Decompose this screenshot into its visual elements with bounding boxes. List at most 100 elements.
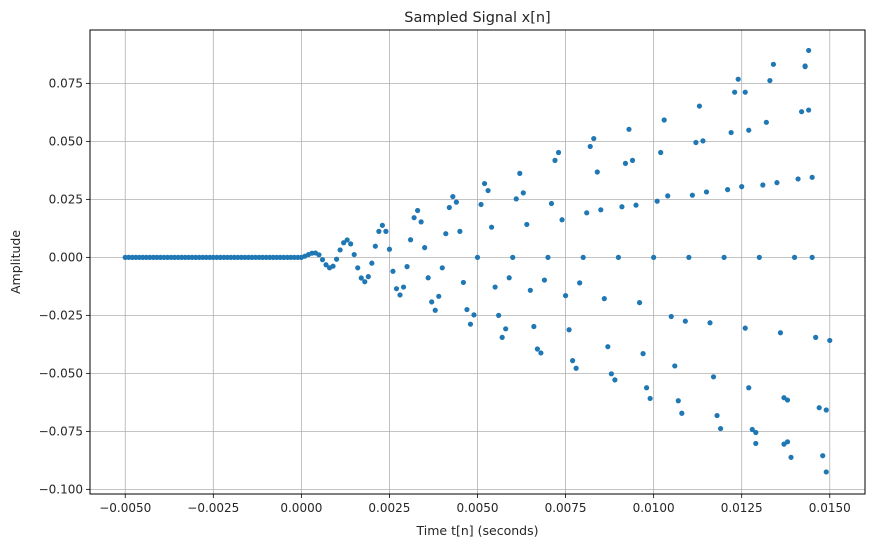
data-point [580, 254, 586, 260]
data-point [753, 429, 759, 436]
data-point [647, 395, 653, 402]
data-point [693, 139, 699, 146]
data-point [739, 184, 745, 190]
data-point [559, 217, 565, 223]
data-point [422, 245, 428, 251]
data-point [432, 307, 438, 313]
data-point [471, 312, 477, 318]
data-point [700, 138, 706, 144]
data-point [481, 180, 488, 187]
data-point [520, 190, 526, 196]
data-point [640, 351, 646, 357]
data-point [636, 300, 643, 306]
x-tick-label: 0.0100 [633, 501, 675, 515]
data-point [827, 337, 833, 344]
data-point [788, 454, 794, 460]
data-point [358, 275, 364, 281]
data-point [577, 280, 583, 286]
data-point [760, 182, 766, 188]
data-point [626, 126, 632, 132]
data-point [809, 254, 815, 260]
data-point [668, 313, 674, 320]
data-point [319, 257, 326, 263]
data-point [464, 306, 470, 313]
x-tick-label: 0.0125 [721, 501, 763, 515]
data-point [601, 296, 607, 302]
data-point [348, 241, 354, 247]
data-point [499, 334, 505, 340]
data-point [365, 274, 371, 280]
data-point [390, 268, 396, 274]
x-tick-label: 0.0025 [368, 501, 410, 515]
data-point [555, 149, 562, 156]
data-point [707, 320, 713, 326]
y-tick-label: −0.050 [39, 366, 83, 380]
data-point [323, 262, 329, 268]
data-point [411, 215, 417, 221]
data-point [809, 174, 815, 180]
x-tick-label: 0.0075 [545, 501, 587, 515]
data-point [443, 231, 449, 237]
data-point [341, 240, 347, 246]
data-point [806, 107, 812, 113]
y-tick-label: 0.075 [49, 76, 83, 90]
data-point [355, 265, 361, 271]
data-point [728, 129, 734, 136]
data-point [643, 385, 650, 391]
data-point [503, 326, 509, 332]
y-tick-label: 0.000 [49, 250, 83, 264]
x-tick-label: 0.0000 [280, 501, 322, 515]
data-point [562, 293, 569, 299]
data-point [330, 263, 336, 269]
data-point [584, 210, 590, 216]
data-point [379, 222, 385, 228]
data-point [767, 77, 773, 84]
data-point [439, 265, 445, 271]
data-point [813, 334, 819, 340]
data-point [538, 350, 544, 356]
data-point [316, 252, 322, 258]
data-point [756, 254, 762, 260]
data-point [351, 251, 357, 258]
data-point [816, 405, 822, 411]
data-point [446, 204, 452, 211]
data-point [425, 275, 431, 281]
data-point [457, 228, 463, 234]
data-point [570, 358, 576, 364]
data-point [629, 157, 636, 163]
data-point [608, 371, 614, 377]
data-point [714, 412, 720, 419]
data-point [672, 363, 678, 369]
x-tick-label: −0.0025 [187, 501, 239, 515]
data-point [622, 160, 629, 166]
data-point [485, 187, 491, 194]
data-point [612, 377, 618, 383]
data-point [333, 256, 340, 262]
y-axis-label: Amplitude [8, 230, 23, 294]
data-point [682, 318, 688, 324]
data-point [605, 344, 611, 350]
data-point [541, 277, 548, 283]
data-point [488, 224, 495, 230]
data-point [654, 198, 660, 204]
data-point [517, 170, 523, 176]
data-point [665, 193, 671, 199]
data-point [777, 330, 784, 336]
data-point [524, 221, 530, 228]
data-point [513, 196, 519, 202]
data-point [531, 323, 537, 330]
data-point [749, 426, 755, 433]
data-point [823, 469, 829, 475]
data-point [460, 279, 467, 286]
data-point [742, 89, 748, 95]
data-point [510, 254, 516, 260]
data-point [369, 260, 375, 266]
data-point [478, 201, 484, 208]
data-point [774, 180, 780, 186]
data-point [732, 89, 738, 95]
data-point [742, 325, 748, 331]
data-point [418, 219, 424, 225]
data-point [474, 254, 481, 260]
data-point [400, 284, 407, 290]
